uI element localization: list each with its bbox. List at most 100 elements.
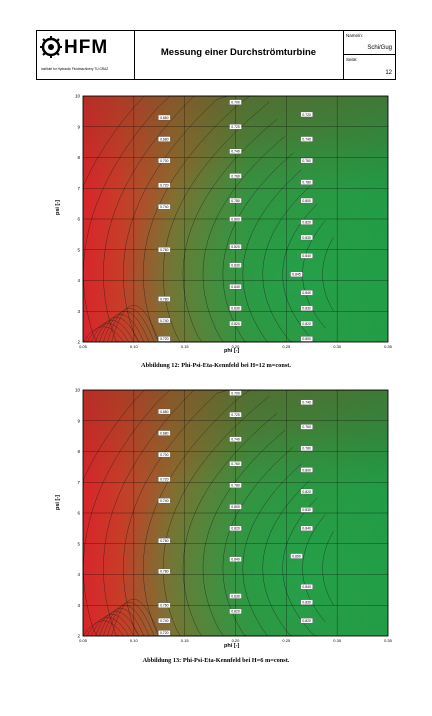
contour-label-box [229, 556, 242, 562]
contour-label: 0.830 [302, 236, 311, 240]
contour-chart-2: 0.05 0.10 0.15 0.20 0.25 0.30 0.35 2 3 4 5 6 7 8 9 10 0.… [75, 388, 393, 643]
contour-label-box [300, 179, 313, 185]
contour-label: 0.720 [231, 413, 240, 417]
contour-label: 0.830 [231, 306, 240, 310]
y-tick-label: 9 [77, 418, 80, 423]
x-tick-label: 0.05 [79, 344, 88, 349]
contour-label-box [158, 204, 171, 210]
y-tick-label: 4 [77, 572, 80, 577]
contour-line [94, 611, 140, 637]
y-tick-label: 7 [77, 186, 80, 191]
x-tick-label: 0.35 [384, 344, 393, 349]
contour-line [262, 480, 310, 637]
y-tick-label: 2 [77, 340, 80, 345]
contour-label: 0.740 [231, 150, 240, 154]
contour-label-box [300, 197, 313, 204]
contour-label: 0.720 [231, 125, 240, 129]
contour-label: 0.830 [302, 600, 311, 604]
contour-label: 0.720 [160, 631, 169, 635]
x-tick-label: 0.35 [384, 638, 393, 643]
contour-label: 0.780 [302, 447, 311, 451]
y-axis-title-1: psi [-] [55, 200, 61, 215]
contour-label: 0.700 [160, 159, 169, 163]
figure-caption-2: Abbildung 13: Phi-Psi-Eta-Kennfeld bei H… [142, 657, 290, 664]
contour-label: 0.660 [160, 116, 169, 120]
contour-label-box [229, 124, 242, 130]
contour-label: 0.660 [160, 410, 169, 414]
contour-label-box [158, 476, 171, 482]
contour-label-box [300, 399, 313, 405]
contour-label-box [229, 390, 242, 396]
contour-label: 0.700 [231, 391, 240, 395]
figure-caption-1: Abbildung 12: Phi-Psi-Eta-Kennfeld bei H… [141, 362, 291, 369]
contour-label: 0.820 [231, 527, 240, 531]
contour-label-box [300, 584, 313, 590]
contour-label-box [229, 320, 242, 327]
contour-label-box [300, 488, 313, 495]
contour-label: 0.700 [231, 100, 240, 104]
contour-label-box [300, 424, 313, 430]
contour-label: 0.760 [302, 159, 311, 163]
x-axis-title-2: phi [-] [224, 643, 240, 649]
contour-line [262, 186, 310, 343]
contour-label-box [300, 599, 313, 605]
contour-label-box [229, 482, 242, 488]
contour-label: 0.720 [160, 337, 169, 341]
author-label: Name/n: [346, 33, 364, 38]
x-tick-label: 0.25 [282, 344, 291, 349]
contour-label: 0.780 [160, 297, 169, 301]
contour-label: 0.740 [160, 205, 169, 209]
contour-label: 0.820 [231, 245, 240, 249]
contour-label-box [158, 538, 171, 544]
document-title-cell: Messung einer Durchströmturbine [134, 31, 344, 79]
contour-label-box [158, 336, 171, 342]
contour-chart-1: 0.05 0.10 0.15 0.20 0.25 0.30 0.35 2 3 4 5 6 7 8 9 10 0.… [75, 94, 393, 349]
contour-label: 0.740 [231, 438, 240, 442]
x-tick-label: 0.05 [79, 638, 88, 643]
contour-label: 0.740 [160, 499, 169, 503]
x-tick-label: 0.10 [130, 344, 139, 349]
plot-frame [82, 389, 389, 637]
contour-label-box [158, 430, 171, 436]
contour-label: 0.830 [231, 263, 240, 267]
contour-label-box [229, 283, 242, 290]
contour-label-box [300, 445, 313, 452]
contour-label-box [229, 197, 242, 204]
contour-label: 0.780 [160, 570, 169, 574]
contour-label: 0.820 [231, 322, 240, 326]
institute-logo: HFM Institute for Hydraulic Fluidmachine… [37, 31, 135, 79]
contour-label-box [300, 507, 313, 513]
y-tick-label: 10 [75, 388, 81, 393]
contour-label-box [300, 290, 313, 296]
y-tick-label: 7 [77, 480, 80, 485]
contour-label-box [300, 617, 313, 624]
contour-label: 0.820 [302, 220, 311, 224]
y-axis-title-2: psi [-] [55, 495, 61, 510]
document-header: HFM Institute for Hydraulic Fluidmachine… [36, 30, 396, 80]
contour-label: 0.760 [231, 462, 240, 466]
y-tick-label: 4 [77, 278, 80, 283]
logo-emblem-icon [40, 36, 62, 58]
contour-label: 0.720 [160, 183, 169, 187]
document-title: Messung einer Durchströmturbine [160, 47, 317, 58]
plot-frame [82, 95, 389, 343]
contour-label: 0.800 [231, 505, 240, 509]
contour-label-box [158, 182, 171, 188]
y-tick-label: 6 [77, 511, 80, 516]
contour-label: 0.740 [302, 137, 311, 141]
contour-label-box [158, 630, 171, 636]
contour-label-box [290, 553, 303, 559]
contour-label: 0.700 [160, 453, 169, 457]
contour-label-box [229, 436, 242, 442]
contour-label-box [229, 525, 242, 532]
contour-label: 0.820 [302, 619, 311, 623]
x-tick-label: 0.15 [181, 638, 190, 643]
contour-label: 0.760 [160, 604, 169, 608]
contour-label: 0.760 [302, 425, 311, 429]
author-row: Name/n: Schi/Gug [343, 31, 395, 55]
contour-line [99, 608, 145, 637]
contour-label-box [158, 451, 171, 458]
contour-line [99, 314, 145, 343]
author-value: Schi/Gug [367, 45, 392, 51]
contour-label: 0.740 [160, 319, 169, 323]
